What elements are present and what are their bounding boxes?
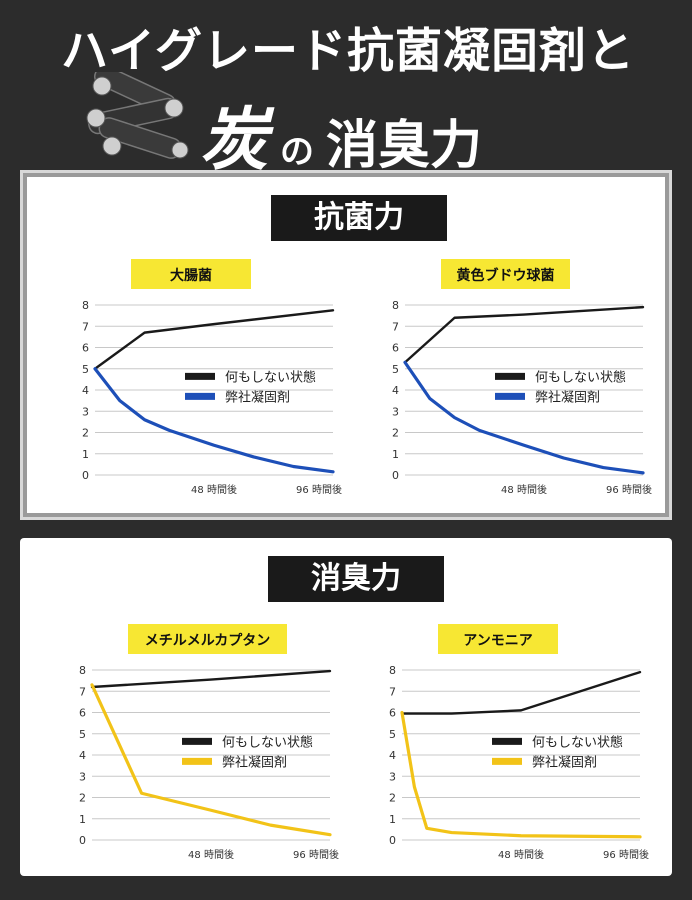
series-line-1 <box>403 305 645 364</box>
x-tick-label: 96 時間後 <box>296 483 342 495</box>
y-tick-label: 4 <box>389 749 396 762</box>
y-tick-label: 0 <box>389 834 396 847</box>
y-tick-label: 1 <box>389 813 396 826</box>
chart-title: アンモニア <box>463 633 532 649</box>
series-line-1 <box>93 309 335 370</box>
x-tick-label: 96 時間後 <box>293 848 339 860</box>
x-tick-label: 48 時間後 <box>191 483 237 495</box>
chart-e-coli: 大腸菌 0 1 2 3 4 5 6 7 8 48 時間後 96 時間後 何もしない状態 弊社凝固剤 <box>75 255 345 495</box>
legend-label: 何もしない状態 <box>222 734 313 750</box>
x-tick-label: 48 時間後 <box>501 483 547 495</box>
y-tick-label: 2 <box>389 792 396 805</box>
y-tick-label: 7 <box>79 685 86 698</box>
chart-ammonia: アンモニア 0 1 2 3 4 5 6 7 8 48 時間後 96 時間後 何もしない状態 弊社凝固剤 <box>382 620 652 860</box>
legend-label: 何もしない状態 <box>225 369 316 385</box>
title-particle: の <box>280 132 315 172</box>
y-tick-label: 6 <box>79 707 86 720</box>
series-line-2 <box>403 360 645 475</box>
y-tick-label: 5 <box>392 363 399 376</box>
x-tick-label: 48 時間後 <box>498 848 544 860</box>
charcoal-icon <box>86 72 189 159</box>
chart-staphylococcus: 黄色ブドウ球菌 0 1 2 3 4 5 6 7 8 48 時間後 96 時間後 何もしない状態 弊社凝固剤 <box>385 255 655 495</box>
y-tick-label: 6 <box>389 707 396 720</box>
y-tick-label: 2 <box>82 427 89 440</box>
header: ハイグレード抗菌凝固剤と 炭の消臭力 <box>0 0 692 180</box>
title-charcoal: 炭 <box>200 100 269 180</box>
chart-title: 大腸菌 <box>170 267 212 284</box>
x-tick-label: 96 時間後 <box>606 483 652 495</box>
chart-title-box <box>131 259 251 289</box>
section-label-deodorant: 消臭力 <box>268 556 444 602</box>
y-tick-label: 7 <box>389 685 396 698</box>
y-tick-label: 4 <box>82 384 89 397</box>
legend-label: 弊社凝固剤 <box>225 389 290 405</box>
y-tick-label: 2 <box>392 427 399 440</box>
y-tick-label: 3 <box>79 770 86 783</box>
y-tick-label: 3 <box>389 770 396 783</box>
y-tick-label: 3 <box>392 405 399 418</box>
y-tick-label: 7 <box>82 320 89 333</box>
legend-label: 弊社凝固剤 <box>535 389 600 405</box>
chart-title-box <box>438 624 558 654</box>
y-tick-label: 7 <box>392 320 399 333</box>
y-tick-label: 8 <box>79 664 86 677</box>
chart-svg: メチルメルカプタン 0 1 2 3 4 5 6 7 8 48 時間後 96 時間後 何もしない状態弊社凝… <box>79 624 339 860</box>
chart-methyl-mercaptan: メチルメルカプタン 0 1 2 3 4 5 6 7 8 48 時間後 96 時間後 何もしない状態 弊社凝… <box>72 620 342 860</box>
y-tick-label: 0 <box>82 469 89 482</box>
series-line-1 <box>400 670 642 715</box>
x-tick-label: 48 時間後 <box>188 848 234 860</box>
chart-title-box <box>128 624 287 654</box>
chart-title-box <box>441 259 570 289</box>
y-tick-label: 5 <box>389 728 396 741</box>
y-tick-label: 4 <box>79 749 86 762</box>
y-tick-label: 8 <box>389 664 396 677</box>
antibacterial-panel: 抗菌力 大腸菌 0 1 2 3 4 5 6 7 8 48 時間後 96 時間後 何もしない状態 弊社凝固剤… <box>20 170 672 520</box>
y-tick-label: 3 <box>82 405 89 418</box>
chart-title: メチルメルカプタン <box>145 633 271 649</box>
y-tick-label: 8 <box>82 299 89 312</box>
y-tick-label: 2 <box>79 792 86 805</box>
y-tick-label: 0 <box>392 469 399 482</box>
series-line-2 <box>400 710 642 839</box>
title-deodorant: 消臭力 <box>326 116 483 176</box>
legend-label: 何もしない状態 <box>535 369 626 385</box>
y-tick-label: 1 <box>82 448 89 461</box>
page-subtitle: 炭の消臭力 <box>200 84 482 183</box>
y-tick-label: 0 <box>79 834 86 847</box>
series-line-2 <box>90 683 332 837</box>
legend-label: 弊社凝固剤 <box>532 754 597 770</box>
y-tick-label: 5 <box>79 728 86 741</box>
y-tick-label: 1 <box>392 448 399 461</box>
series-line-1 <box>90 669 332 689</box>
legend-label: 弊社凝固剤 <box>222 754 287 770</box>
y-tick-label: 8 <box>392 299 399 312</box>
x-tick-label: 96 時間後 <box>603 848 649 860</box>
y-tick-label: 6 <box>82 342 89 355</box>
legend-label: 何もしない状態 <box>532 734 623 750</box>
y-tick-label: 4 <box>392 384 399 397</box>
y-tick-label: 1 <box>79 813 86 826</box>
y-tick-label: 5 <box>82 363 89 376</box>
y-tick-label: 6 <box>392 342 399 355</box>
section-label-antibacterial: 抗菌力 <box>271 195 447 241</box>
series-line-2 <box>93 367 335 474</box>
deodorant-panel: 消臭力 メチルメルカプタン 0 1 2 3 4 5 6 7 8 48 時間後 96 時間後 何もしない状… <box>20 538 672 876</box>
chart-title: 黄色ブドウ球菌 <box>457 267 555 284</box>
page-title: ハイグレード抗菌凝固剤と <box>60 24 636 79</box>
